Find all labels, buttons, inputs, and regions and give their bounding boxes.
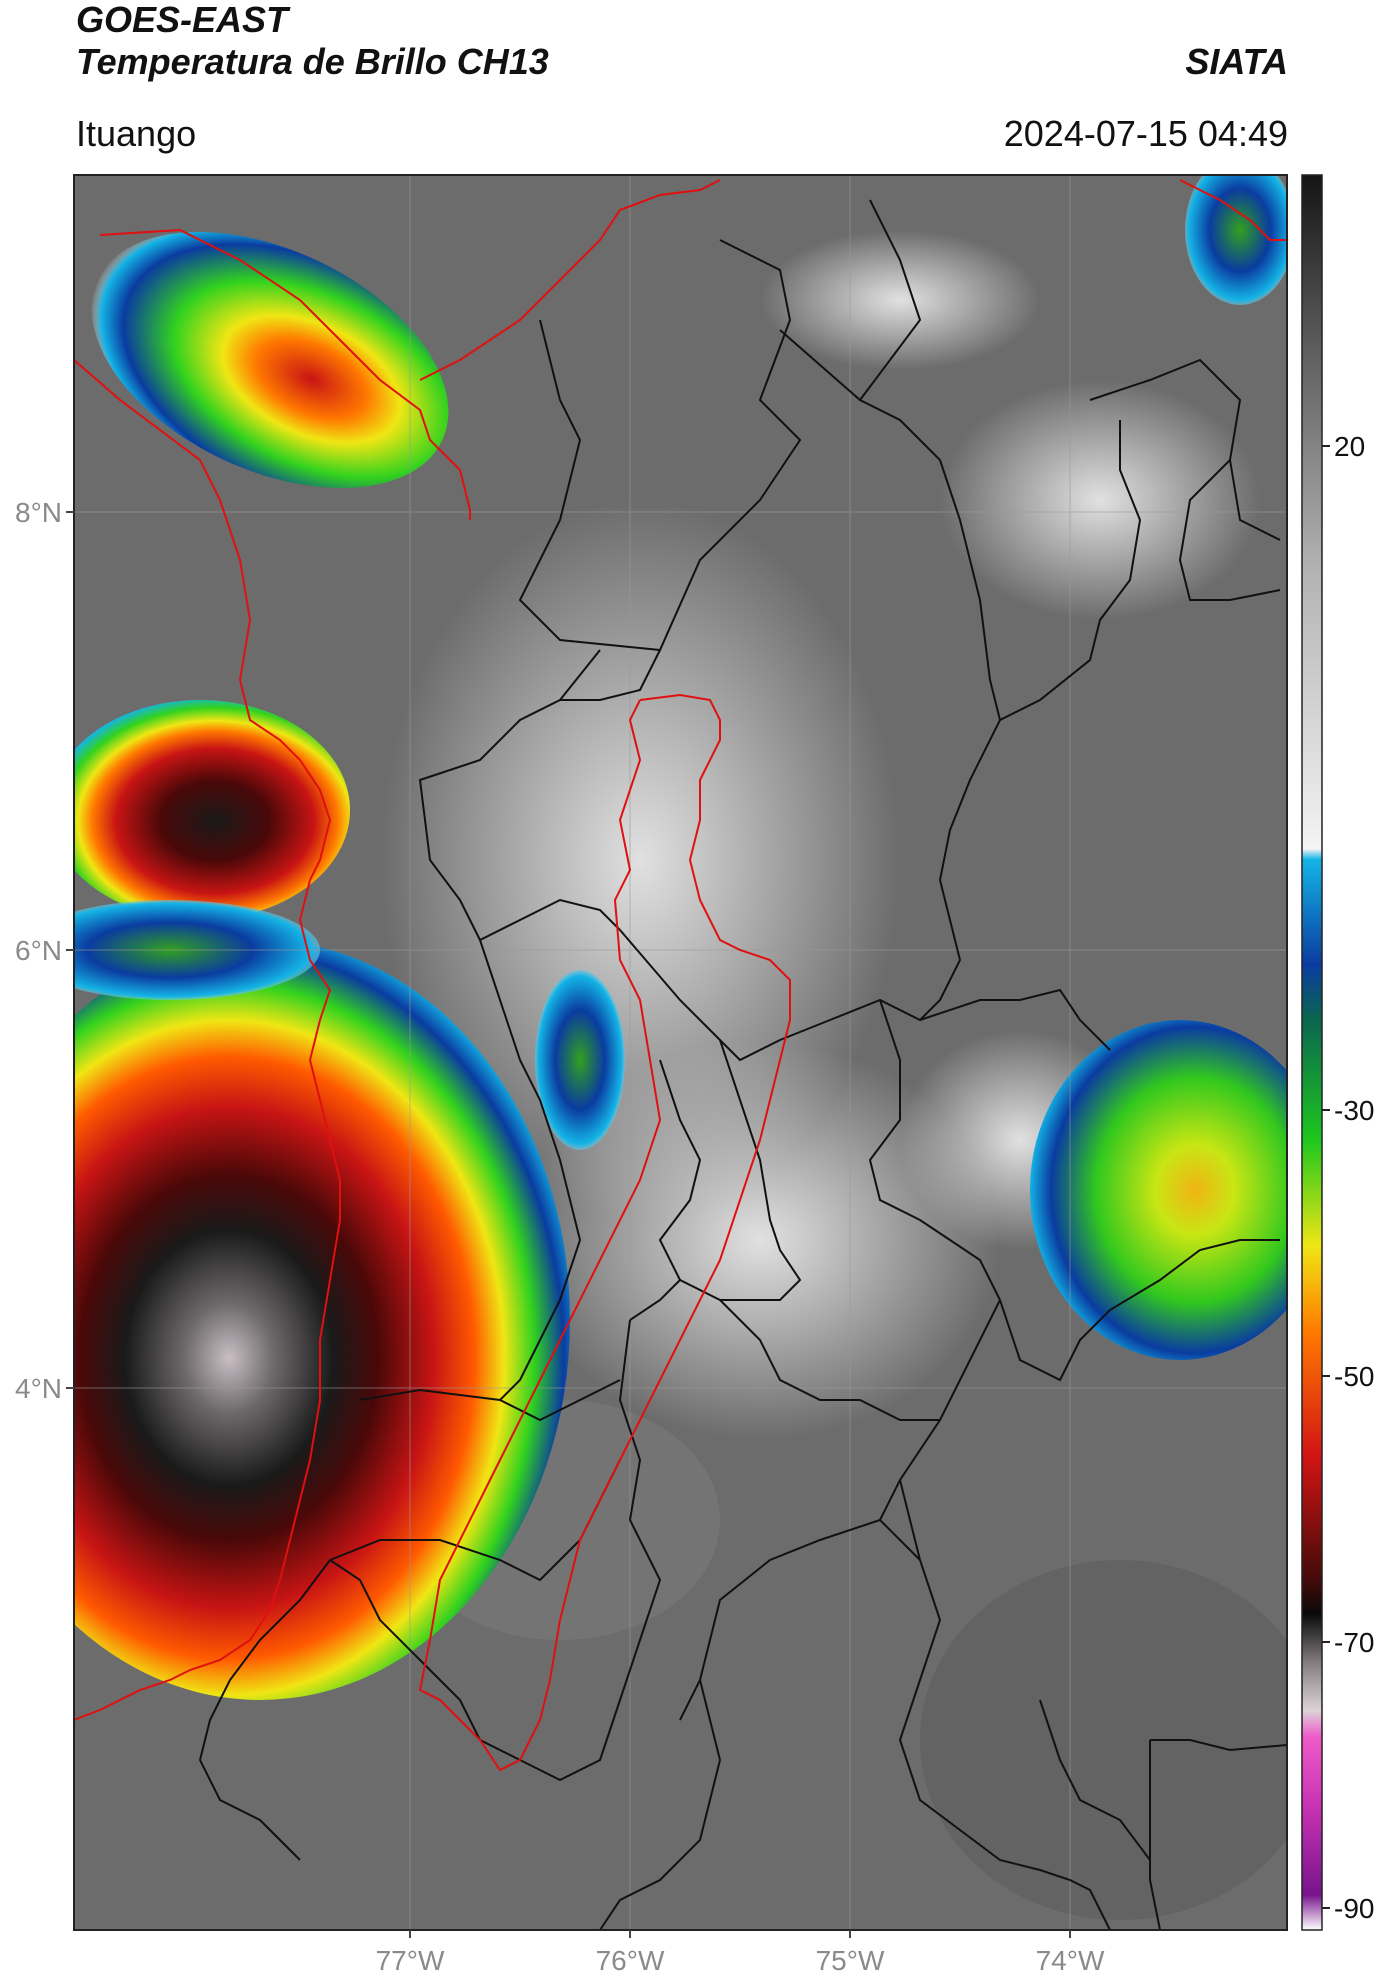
cloud-dark-southeast [920, 1560, 1287, 1920]
map-frame [73, 174, 1288, 1931]
colorbar-tick-label: -90 [1334, 1893, 1374, 1924]
graticule [74, 175, 1287, 1930]
lat-tick-label: 8°N [15, 497, 62, 528]
storm-cell-central [535, 970, 625, 1150]
coastline [74, 179, 1287, 1772]
storm-cell-northeast [1185, 175, 1287, 305]
cloud-patch-northeast [940, 380, 1260, 620]
cloud-band-central [380, 500, 900, 1220]
colorbar-tick-label: -70 [1334, 1627, 1374, 1658]
storm-cell-northwest [91, 231, 449, 489]
lon-tick-label: 77°W [376, 1945, 445, 1976]
map-area [74, 175, 1287, 1930]
lat-tick-label: 4°N [15, 1373, 62, 1404]
lon-tick-label: 75°W [816, 1945, 885, 1976]
storm-cell-east [1030, 1020, 1287, 1360]
colorbar-tick-label: -50 [1334, 1361, 1374, 1392]
lon-axis: 77°W 76°W 75°W 74°W [376, 1930, 1105, 1976]
colorbar: 20 -30 -50 -70 -90 [1301, 174, 1374, 1931]
storm-cell-west [74, 700, 350, 920]
title-main: GOES-EAST [76, 0, 289, 40]
lat-axis: 8°N 6°N 4°N [15, 497, 74, 1404]
lat-tick-label: 6°N [15, 935, 62, 966]
timestamp-label: 2024-07-15 04:49 [1003, 113, 1288, 154]
lon-tick-label: 74°W [1036, 1945, 1105, 1976]
cloud-band-south [520, 1040, 1000, 1440]
region-label: Ituango [76, 113, 197, 154]
storm-cell-southwest [74, 940, 570, 1700]
cloud-patch-north [760, 230, 1040, 370]
colorbar-tick-label: -30 [1334, 1095, 1374, 1126]
title-subtitle: Temperatura de Brillo CH13 [76, 41, 549, 82]
organization-label: SIATA [1185, 41, 1288, 82]
department-borders [198, 199, 1287, 1930]
lon-tick-label: 76°W [596, 1945, 665, 1976]
colorbar-tick-label: 20 [1334, 431, 1365, 462]
colorbar-scale [1301, 174, 1323, 1931]
